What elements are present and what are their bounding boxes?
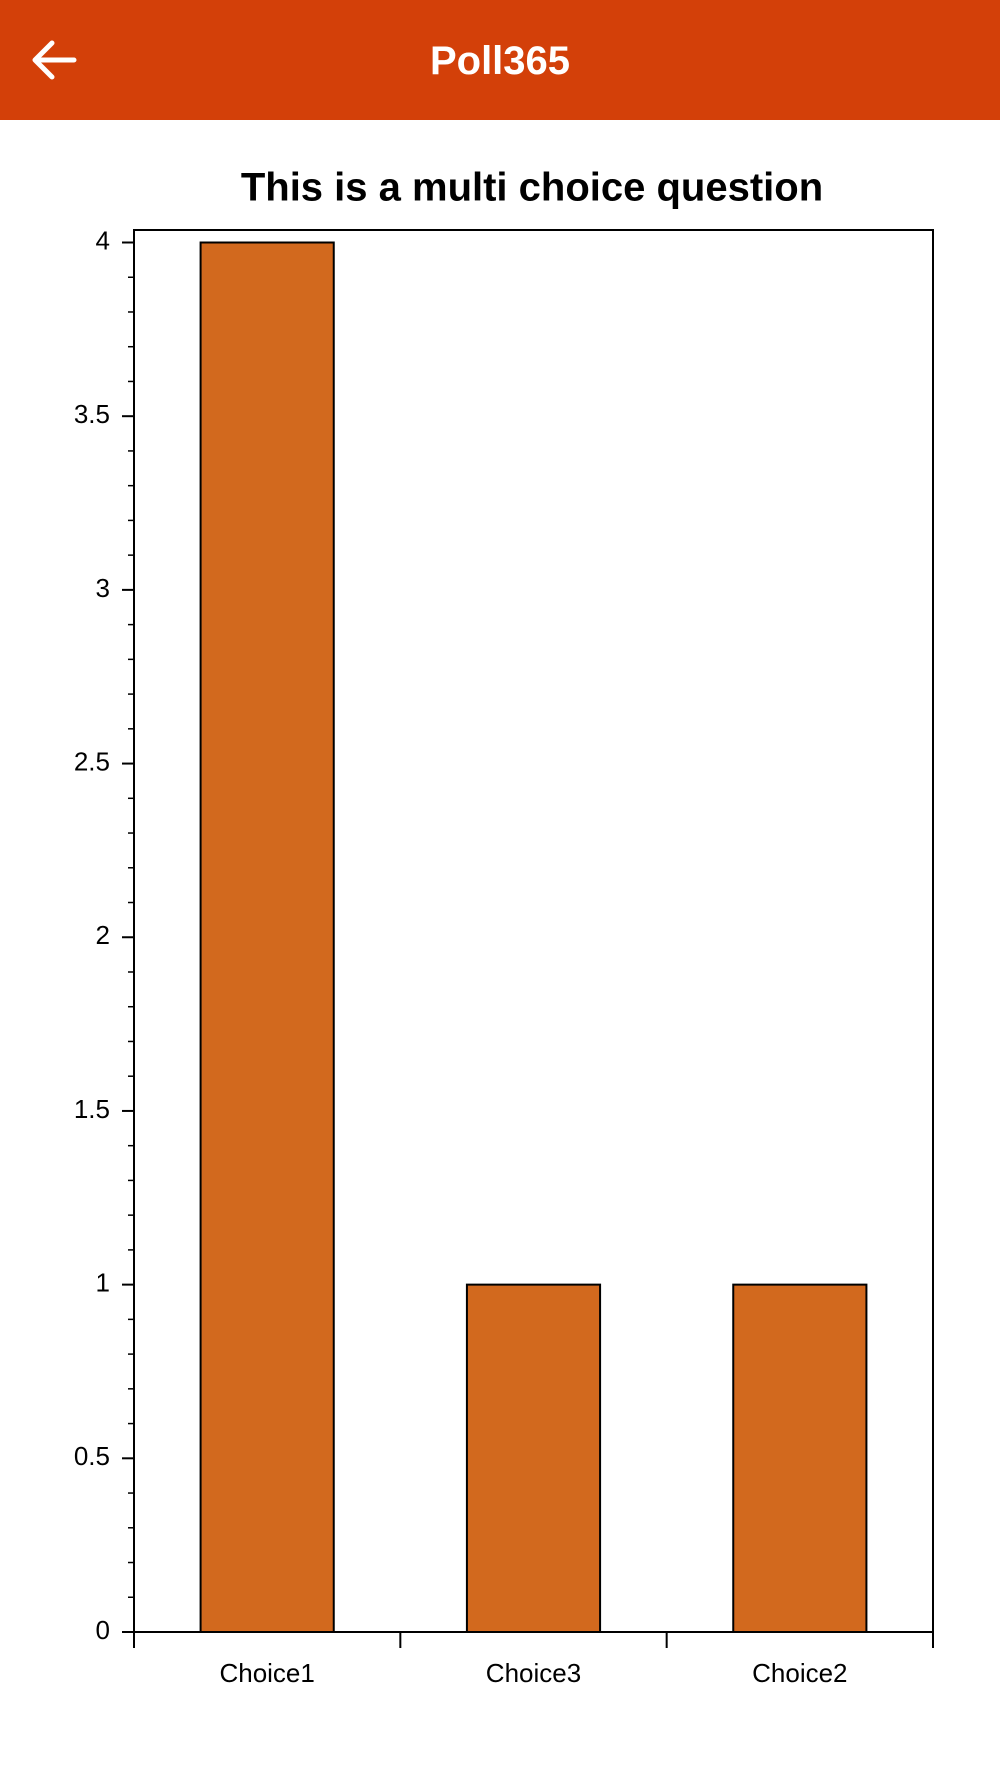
back-button[interactable]	[30, 38, 78, 82]
chart: This is a multi choice question 0 0.5 1 1.5…	[74, 166, 934, 1688]
y-tick-label: 3.5	[74, 399, 110, 429]
x-tick-label: Choice2	[752, 1658, 847, 1688]
app-bar: Poll365	[0, 0, 1000, 120]
bar	[732, 1283, 868, 1633]
y-tick-label: 2	[96, 920, 110, 950]
y-tick-label: 3	[96, 573, 110, 603]
y-tick-label: 0.5	[74, 1441, 110, 1471]
y-tick-label: 1	[96, 1268, 110, 1298]
y-tick-label: 0	[96, 1615, 110, 1645]
chart-title: This is a multi choice question	[241, 166, 823, 210]
bar	[465, 1283, 602, 1633]
y-tick-label: 1.5	[74, 1094, 110, 1124]
x-tick-label: Choice1	[219, 1658, 314, 1688]
y-tick-label: 2.5	[74, 746, 110, 776]
app-title: Poll365	[429, 39, 571, 83]
y-tick-label: 4	[96, 225, 110, 255]
x-tick-label: Choice3	[486, 1658, 581, 1688]
bar	[199, 241, 335, 1633]
